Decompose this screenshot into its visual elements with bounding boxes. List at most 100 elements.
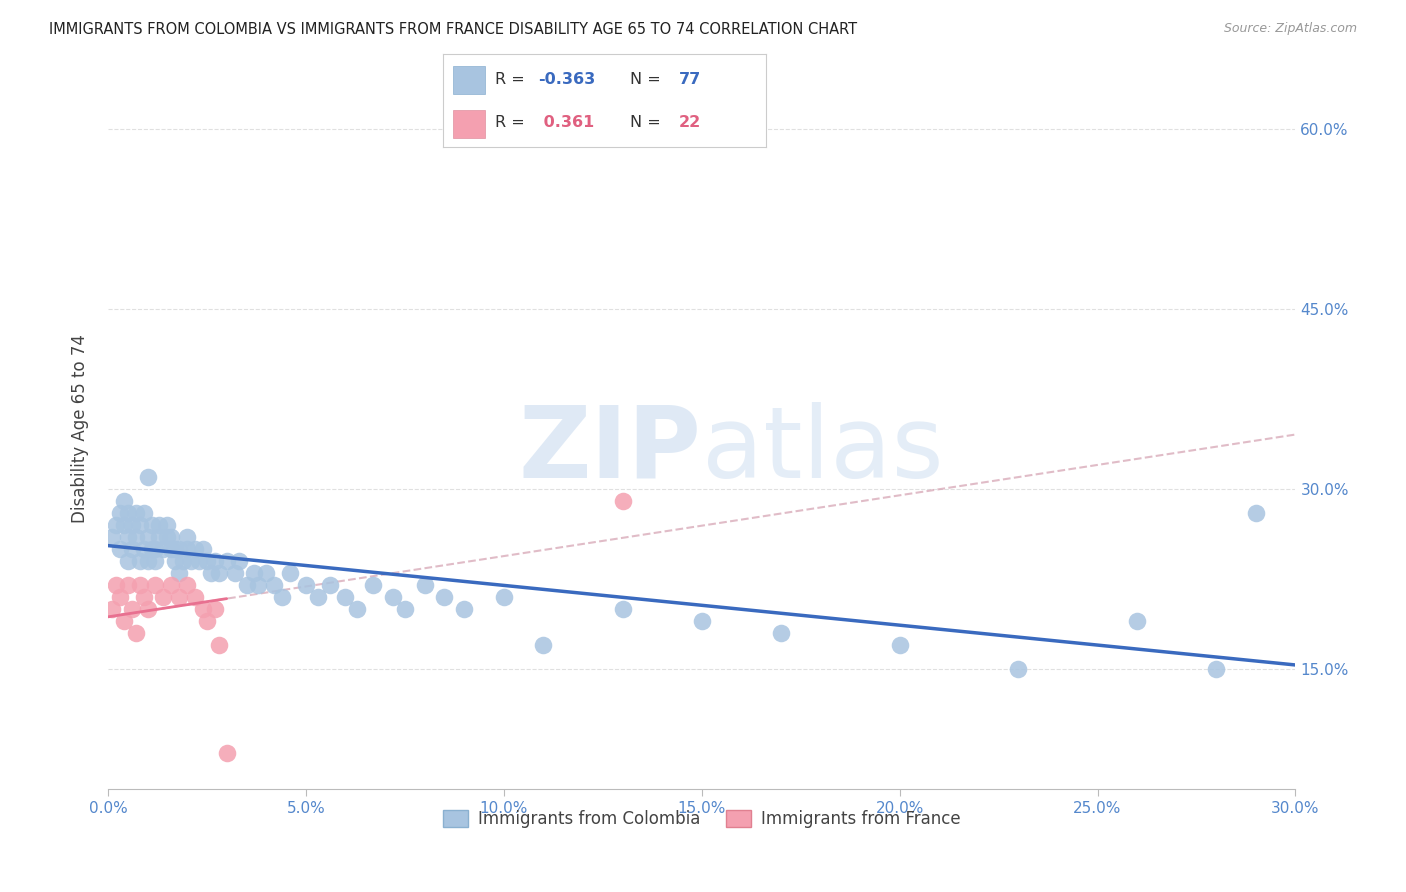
Point [128,518,150,533]
Point [1007,662,1029,676]
Point [125,530,148,544]
Text: IMMIGRANTS FROM COLOMBIA VS IMMIGRANTS FROM FRANCE DISABILITY AGE 65 TO 74 CORRE: IMMIGRANTS FROM COLOMBIA VS IMMIGRANTS F… [49,22,858,37]
Point [141,541,163,556]
Point [184,590,207,604]
Point [1205,662,1227,676]
Text: 77: 77 [679,72,702,87]
Point [132,590,155,604]
Point [148,518,170,533]
Point [215,554,238,568]
Point [156,518,179,533]
Point [224,566,246,580]
Point [104,518,127,533]
Point [145,541,167,556]
Point [132,506,155,520]
Point [184,541,207,556]
Point [889,638,911,652]
Point [156,530,179,544]
Point [492,590,515,604]
Point [208,566,231,580]
Point [235,578,257,592]
Point [121,541,143,556]
Point [121,518,143,533]
Point [160,541,183,556]
Point [204,554,226,568]
Point [165,554,187,568]
Point [180,554,202,568]
Point [167,566,190,580]
Point [117,506,139,520]
Point [318,578,340,592]
Point [108,541,131,556]
Point [243,566,266,580]
Point [165,541,187,556]
Point [1126,614,1149,628]
Text: N =: N = [630,115,666,130]
Point [769,626,792,640]
Point [136,554,159,568]
Text: 0.361: 0.361 [538,115,595,130]
Point [160,530,183,544]
FancyBboxPatch shape [453,66,485,94]
Point [167,590,190,604]
Text: R =: R = [495,115,530,130]
Point [145,554,167,568]
Point [278,566,301,580]
Point [101,602,124,616]
Point [132,541,155,556]
Point [128,578,150,592]
Text: 22: 22 [679,115,702,130]
Point [690,614,713,628]
Point [141,518,163,533]
Point [148,530,170,544]
Point [117,554,139,568]
Text: -0.363: -0.363 [538,72,596,87]
Point [136,470,159,484]
Point [346,602,368,616]
Point [531,638,554,652]
Point [167,541,190,556]
Point [152,590,174,604]
Point [188,554,211,568]
Point [136,530,159,544]
Point [121,602,143,616]
Point [152,541,174,556]
FancyBboxPatch shape [453,110,485,138]
Point [136,602,159,616]
Point [1244,506,1267,520]
Point [612,494,634,508]
Point [200,566,222,580]
Point [271,590,294,604]
Point [128,554,150,568]
Point [112,494,135,508]
Point [433,590,456,604]
Text: R =: R = [495,72,530,87]
Point [117,578,139,592]
Point [361,578,384,592]
Point [263,578,285,592]
Point [228,554,250,568]
Point [215,746,238,760]
Point [307,590,329,604]
Point [612,602,634,616]
Point [394,602,416,616]
Point [295,578,318,592]
Point [176,530,198,544]
Point [208,638,231,652]
Point [254,566,277,580]
Text: Source: ZipAtlas.com: Source: ZipAtlas.com [1223,22,1357,36]
Point [204,602,226,616]
Point [160,578,183,592]
Point [125,626,148,640]
Point [112,614,135,628]
Point [247,578,270,592]
Point [172,554,194,568]
Text: atlas: atlas [702,402,943,499]
Point [195,614,218,628]
Point [382,590,405,604]
Point [117,530,139,544]
Point [112,518,135,533]
Point [191,602,214,616]
Point [104,578,127,592]
Point [145,578,167,592]
